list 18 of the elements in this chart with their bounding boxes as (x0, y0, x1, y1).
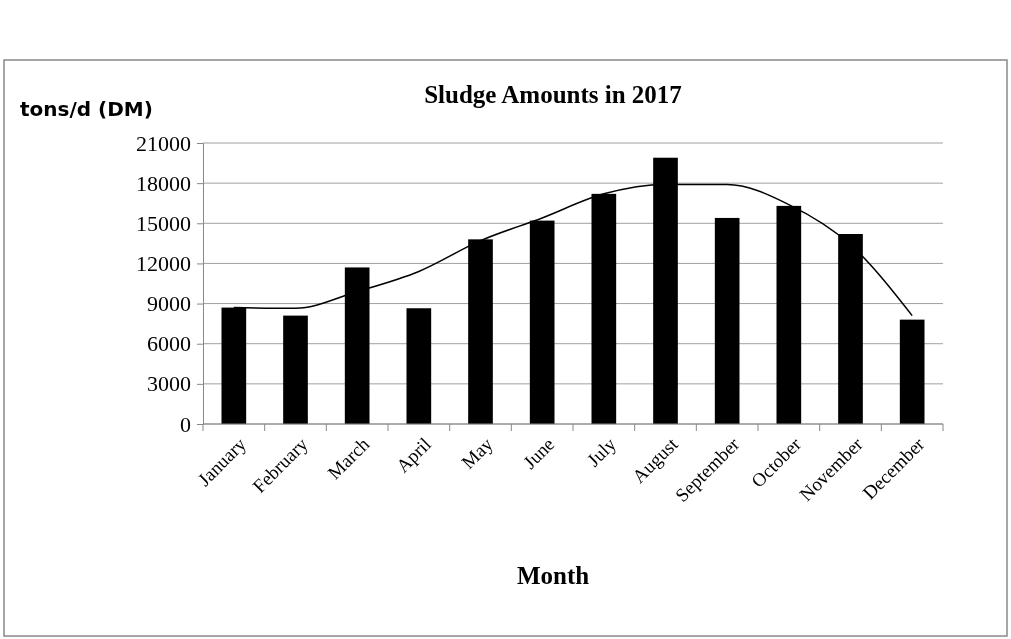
x-axis-title: Month (516, 562, 590, 589)
bar (283, 315, 308, 424)
bar (714, 217, 740, 424)
y-tick-label: 0 (180, 411, 191, 437)
bar (406, 308, 432, 424)
y-tick-label: 15000 (136, 210, 191, 236)
x-tick-label: June (518, 433, 559, 473)
y-tick-label: 21000 (136, 130, 191, 156)
x-tick-label: July (582, 433, 621, 471)
y-axis-title: tons/d (DM) (20, 97, 153, 121)
x-tick-label: May (457, 433, 498, 473)
y-tick-label: 9000 (147, 291, 191, 317)
y-tick-label: 6000 (147, 331, 191, 357)
y-tick-label: 18000 (136, 170, 191, 196)
y-tick-label: 3000 (147, 371, 191, 397)
bar (899, 319, 925, 424)
chart-title: Sludge Amounts in 2017 (424, 81, 682, 108)
y-tick-label: 12000 (136, 250, 191, 276)
